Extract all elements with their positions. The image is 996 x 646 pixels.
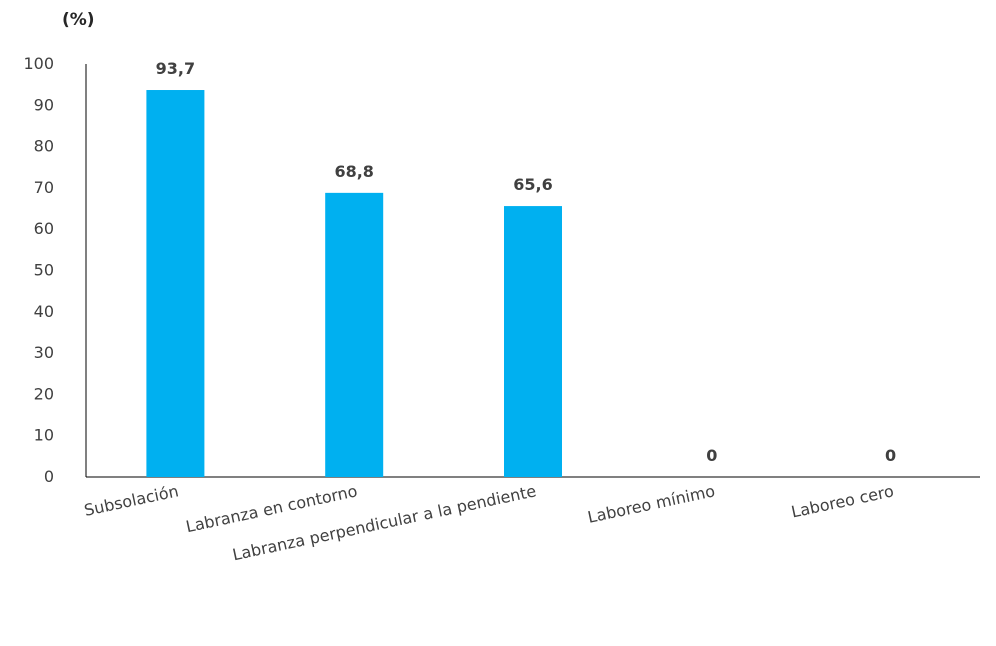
y-tick-label-100: 100 — [23, 54, 54, 73]
y-tick-label-90: 90 — [34, 95, 54, 114]
category-label-5: Laboreo cero — [789, 481, 895, 521]
value-label-3: 65,6 — [513, 175, 552, 194]
y-tick-label-30: 30 — [34, 343, 54, 362]
value-label-1: 93,7 — [156, 59, 195, 78]
bar-2 — [325, 192, 384, 477]
y-tick-label-10: 10 — [34, 426, 54, 445]
category-label-1: Subsolación — [82, 481, 180, 520]
category-label-3: Labranza perpendicular a la pendiente — [231, 481, 538, 564]
bar-1 — [146, 90, 205, 478]
y-tick-label-0: 0 — [44, 467, 54, 486]
y-tick-label-70: 70 — [34, 178, 54, 197]
y-tick-label-20: 20 — [34, 384, 54, 403]
y-tick-label-80: 80 — [34, 137, 54, 156]
bar-3 — [504, 206, 562, 477]
category-label-4: Laboreo mínimo — [586, 481, 717, 527]
value-label-2: 68,8 — [334, 162, 373, 181]
value-label-4: 0 — [706, 446, 717, 465]
y-tick-label-50: 50 — [34, 261, 54, 280]
y-tick-label-40: 40 — [34, 302, 54, 321]
unit-label: (%) — [62, 10, 95, 30]
value-label-5: 0 — [885, 446, 896, 465]
y-tick-label-60: 60 — [34, 219, 54, 238]
